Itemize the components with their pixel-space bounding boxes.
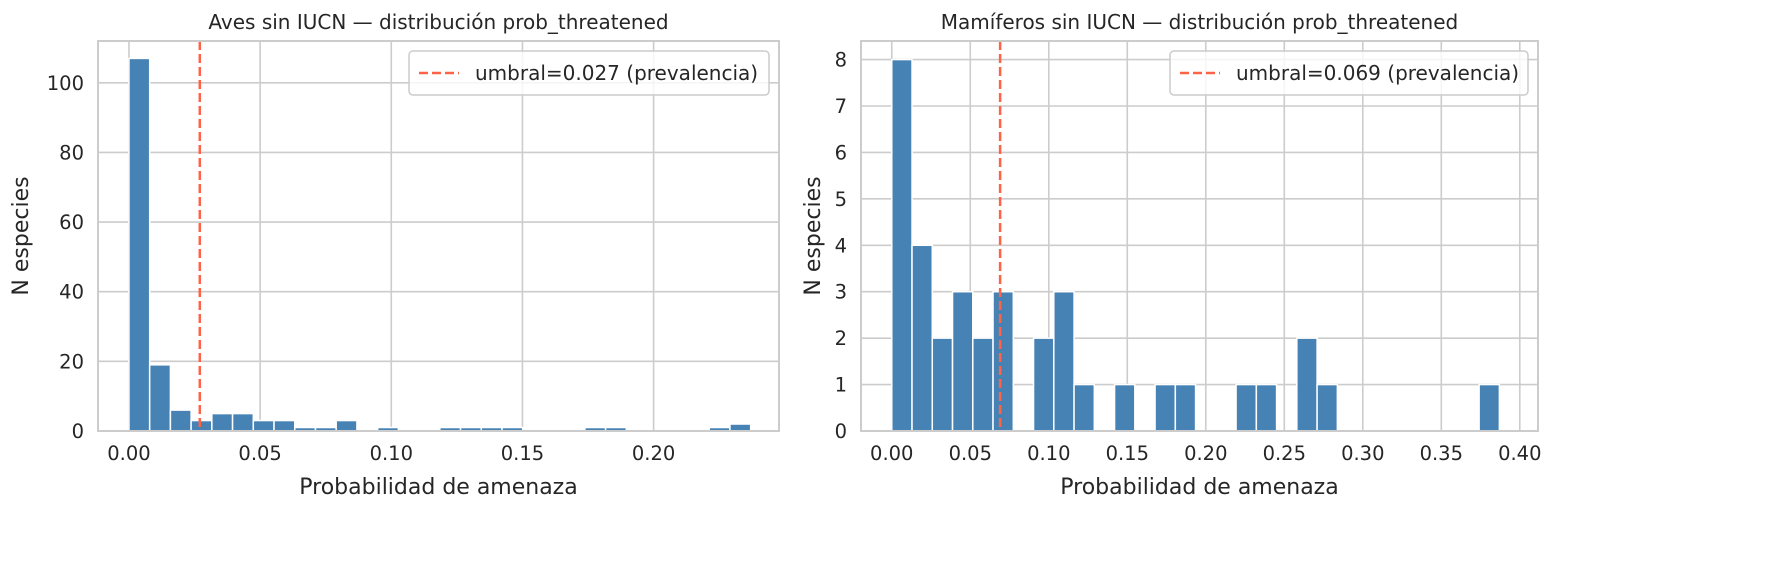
x-tick-label: 0.00 (870, 442, 913, 465)
histogram-bar (211, 412, 234, 432)
y-axis-label: N especies (9, 176, 34, 295)
y-tick-label: 3 (835, 281, 847, 304)
histogram-bar (1296, 337, 1318, 432)
y-tick-label: 0 (72, 420, 84, 443)
histogram-bar (1316, 383, 1339, 432)
y-tick-label: 5 (835, 188, 847, 211)
histogram-bar (273, 419, 296, 432)
y-tick-label: 40 (59, 281, 84, 304)
x-tick-label: 0.05 (238, 442, 281, 465)
histogram-bar (1113, 383, 1136, 432)
x-tick-labels: 0.00 0.05 0.10 0.15 0.20 (107, 442, 675, 465)
x-tick-label: 0.15 (1106, 442, 1149, 465)
histogram-bar (128, 57, 151, 432)
y-tick-label: 80 (59, 141, 84, 164)
chart-title: Mamíferos sin IUCN — distribución prob_t… (941, 10, 1458, 34)
y-tick-label: 8 (835, 49, 847, 72)
legend: umbral=0.069 (prevalencia) (1169, 50, 1529, 96)
x-tick-labels: 0.00 0.05 0.10 0.15 0.20 0.25 0.30 0.35 0.40 (870, 442, 1541, 465)
plot-frame (97, 40, 780, 432)
legend: umbral=0.027 (prevalencia) (408, 50, 770, 96)
histogram-bar (951, 290, 974, 432)
histogram-bar (252, 419, 275, 432)
y-tick-label: 100 (47, 72, 84, 95)
legend-box (1169, 50, 1529, 96)
histogram-bar (1032, 337, 1055, 432)
y-tick-labels: 0 1 2 3 4 5 6 7 8 (835, 49, 847, 443)
histogram-bar (231, 412, 255, 432)
x-tick-label: 0.20 (1184, 442, 1227, 465)
histogram-bar (911, 244, 934, 432)
legend-box (408, 50, 770, 96)
histogram-bar (931, 337, 954, 432)
histogram-bar (1053, 290, 1075, 432)
histogram-bar (169, 409, 192, 432)
y-axis-label: N especies (801, 176, 826, 295)
legend-label: umbral=0.069 (prevalencia) (1236, 61, 1519, 85)
x-tick-label: 0.05 (949, 442, 992, 465)
x-tick-label: 0.40 (1498, 442, 1541, 465)
x-tick-label: 0.35 (1420, 442, 1463, 465)
chart-mamiferos: 0.00 0.05 0.10 0.15 0.20 0.25 0.30 0.35 0.40 0 1 2… (801, 10, 1541, 500)
y-tick-label: 7 (835, 95, 847, 118)
y-tick-label: 4 (835, 234, 847, 257)
histogram-bar (729, 423, 752, 432)
x-tick-label: 0.25 (1263, 442, 1306, 465)
x-tick-label: 0.10 (1027, 442, 1070, 465)
x-tick-label: 0.30 (1341, 442, 1384, 465)
x-tick-label: 0.10 (370, 442, 413, 465)
histogram-bar (992, 290, 1015, 432)
y-tick-label: 2 (835, 327, 847, 350)
legend-label: umbral=0.027 (prevalencia) (475, 61, 758, 85)
plot-area (98, 41, 779, 431)
chart-aves: 0.00 0.05 0.10 0.15 0.20 0 20 40 60 80 100 Aves s… (9, 10, 780, 500)
x-tick-label: 0.20 (632, 442, 675, 465)
histogram-bar (891, 58, 913, 432)
chart-title: Aves sin IUCN — distribución prob_threat… (208, 10, 668, 34)
histogram-bar (1154, 383, 1177, 432)
plot-frame (860, 40, 1539, 432)
x-tick-label: 0.15 (501, 442, 544, 465)
histogram-bar (148, 364, 172, 432)
y-tick-label: 6 (835, 141, 847, 164)
histogram-bar (1174, 383, 1197, 432)
histogram-bar (1073, 383, 1096, 432)
x-axis-label: Probabilidad de amenaza (1060, 475, 1338, 500)
histogram-bar (1235, 383, 1258, 432)
x-tick-label: 0.00 (107, 442, 150, 465)
histogram-bar (972, 337, 994, 432)
histogram-bar (190, 419, 213, 432)
histogram-bar (335, 419, 358, 432)
y-tick-label: 60 (59, 211, 84, 234)
y-tick-label: 0 (835, 420, 847, 443)
y-tick-label: 1 (835, 374, 847, 397)
y-tick-labels: 0 20 40 60 80 100 (47, 72, 84, 443)
x-axis-label: Probabilidad de amenaza (299, 475, 577, 500)
histogram-bar (1255, 383, 1278, 432)
y-tick-label: 20 (59, 350, 84, 373)
histogram-bar (1478, 383, 1501, 432)
